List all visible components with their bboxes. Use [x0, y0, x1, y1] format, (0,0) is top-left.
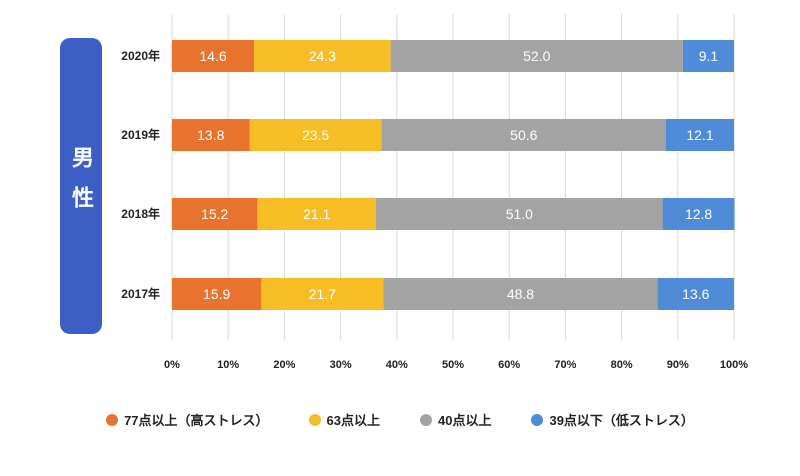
x-tick-label: 0%: [164, 359, 180, 371]
x-tick-label: 90%: [667, 359, 689, 371]
data-label: 24.3: [309, 48, 336, 64]
x-tick-label: 50%: [442, 359, 464, 371]
data-label: 12.1: [686, 127, 713, 143]
data-label: 48.8: [507, 286, 534, 302]
legend-item: 39点以下（低ストレス）: [531, 410, 694, 429]
category-label: 2019年: [121, 127, 160, 142]
data-label: 52.0: [523, 48, 550, 64]
bar-segment: [249, 119, 382, 151]
stacked-bar-chart: 0% 10% 20% 30% 40% 50% 60% 70% 80% 90% 100% 2020年 14…: [121, 14, 748, 371]
x-tick-label: 100%: [720, 359, 748, 371]
bar-segment: [657, 278, 734, 310]
bar-segment: [665, 119, 734, 151]
legend-label: 39点以下（低ストレス）: [549, 413, 694, 428]
legend-swatch: [106, 413, 119, 426]
legend-swatch: [531, 413, 544, 426]
bar-segment: [172, 119, 250, 151]
data-label: 21.7: [309, 286, 336, 302]
bar-segment: [383, 278, 658, 310]
data-label: 12.8: [685, 206, 712, 222]
x-tick-label: 30%: [330, 359, 352, 371]
x-tick-label: 60%: [498, 359, 520, 371]
bar-segment: [172, 278, 262, 310]
legend-item: 63点以上: [308, 410, 380, 429]
data-label: 13.8: [197, 127, 224, 143]
bar-segment: [376, 198, 663, 230]
data-label: 51.0: [506, 206, 533, 222]
bar-segment: [254, 40, 391, 72]
data-label: 21.1: [303, 206, 330, 222]
legend-item: 40点以上: [420, 410, 491, 429]
x-tick-label: 70%: [554, 359, 576, 371]
data-label: 14.6: [199, 48, 226, 64]
bar-segment: [261, 278, 384, 310]
data-label: 23.5: [302, 127, 329, 143]
legend-label: 77点以上（高ストレス）: [124, 413, 269, 428]
data-label: 15.9: [203, 286, 230, 302]
x-tick-label: 20%: [273, 359, 295, 371]
legend-item: 77点以上（高ストレス）: [106, 410, 269, 429]
x-tick-label: 40%: [386, 359, 408, 371]
bar-segment: [381, 119, 666, 151]
legend-swatch: [420, 413, 432, 426]
bar-segment: [172, 40, 255, 72]
bar-segment: [662, 198, 735, 230]
legend: 77点以上（高ストレス） 63点以上 40点以上 39点以下（低ストレス）: [0, 410, 800, 429]
data-label: 15.2: [201, 206, 228, 222]
category-label: 2018年: [121, 206, 160, 221]
category-label: 2017年: [121, 286, 160, 301]
bar-segment: [390, 40, 683, 72]
data-label: 13.6: [682, 286, 709, 302]
data-label: 50.6: [510, 127, 537, 143]
legend-label: 40点以上: [438, 413, 492, 428]
bar-segment: [682, 40, 734, 72]
category-label: 2020年: [121, 48, 160, 63]
x-tick-label: 80%: [611, 359, 633, 371]
gender-label: 男性: [60, 38, 102, 334]
bar-segment: [257, 198, 377, 230]
legend-swatch: [308, 413, 321, 426]
bar-segment: [172, 198, 258, 230]
legend-label: 63点以上: [326, 413, 380, 428]
x-tick-label: 10%: [217, 359, 239, 371]
data-label: 9.1: [699, 48, 719, 64]
